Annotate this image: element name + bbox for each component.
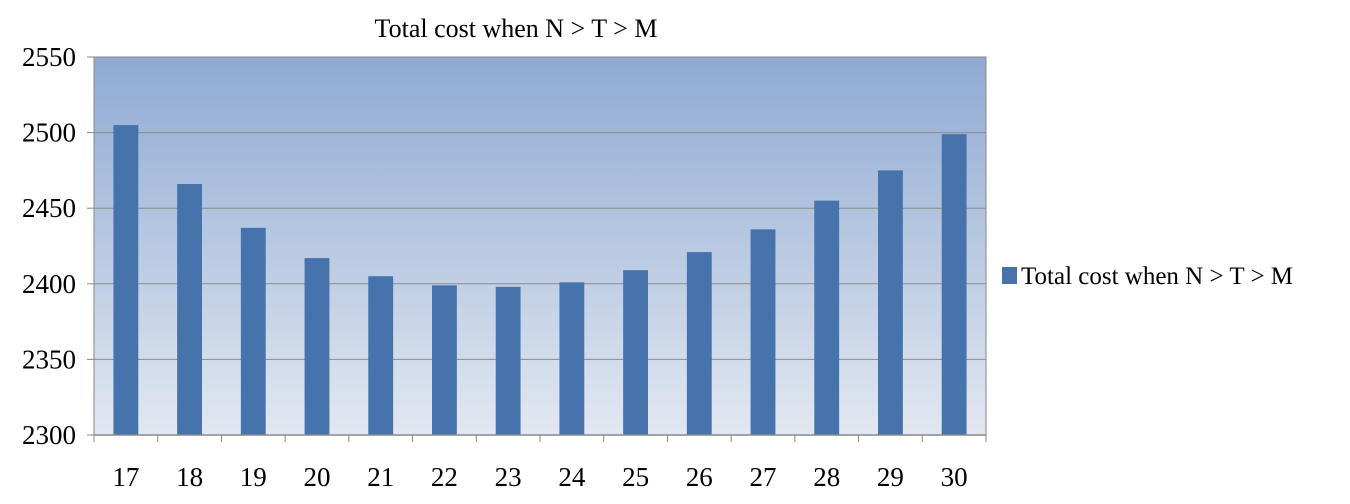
chart-title: Total cost when N > T > M [375, 14, 658, 43]
y-tick-label: 2500 [22, 118, 76, 148]
x-tick-label: 25 [622, 462, 649, 492]
x-tick-label: 22 [431, 462, 458, 492]
y-tick-label: 2400 [22, 269, 76, 299]
bar [559, 282, 585, 435]
bar [814, 200, 840, 435]
y-tick-label: 2300 [22, 420, 76, 450]
bar [177, 184, 202, 435]
x-tick-label: 28 [813, 462, 840, 492]
x-axis [93, 434, 987, 442]
bar [623, 270, 648, 435]
x-tick-label: 19 [240, 462, 267, 492]
bar [432, 285, 457, 435]
x-axis-ticks: 17 18 19 20 21 22 23 24 25 26 27 28 29 30 [112, 462, 967, 492]
x-tick-label: 20 [304, 462, 331, 492]
bar [240, 227, 266, 435]
x-tick-label: 21 [367, 462, 394, 492]
y-tick-label: 2350 [22, 344, 76, 374]
x-tick-label: 18 [176, 462, 203, 492]
bar [304, 258, 330, 435]
bar [750, 229, 776, 435]
legend-label: Total cost when N > T > M [1021, 263, 1293, 290]
y-tick-label: 2550 [22, 42, 76, 72]
x-tick-label: 24 [558, 462, 586, 492]
x-tick-label: 26 [686, 462, 713, 492]
x-tick-label: 17 [112, 462, 139, 492]
y-tick-label: 2450 [22, 193, 76, 223]
bar [878, 170, 903, 435]
x-tick-label: 29 [877, 462, 904, 492]
legend-swatch [1002, 267, 1017, 284]
y-axis-ticks: 2300 2350 2400 2450 2500 2550 [22, 42, 94, 450]
bar [941, 134, 967, 435]
bar [368, 276, 394, 435]
x-tick-label: 27 [750, 462, 777, 492]
x-tick-label: 30 [941, 462, 968, 492]
bar [495, 286, 521, 435]
x-tick-label: 23 [495, 462, 522, 492]
plot-area [93, 56, 987, 436]
bars [113, 125, 967, 435]
bar [686, 252, 712, 435]
legend: Total cost when N > T > M [1002, 263, 1293, 290]
bar [113, 125, 139, 435]
